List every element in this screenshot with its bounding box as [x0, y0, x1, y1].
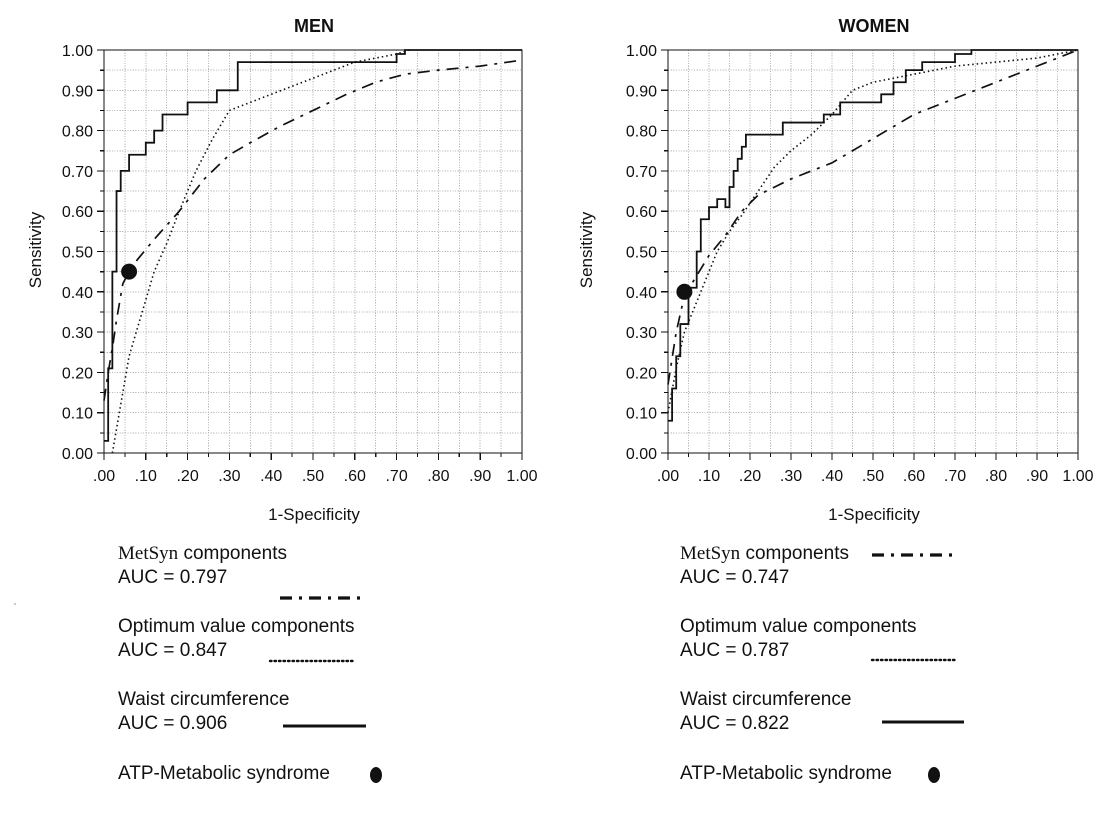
men-roc-chart: MEN 0.00 0.10 0.20 0.30 0.40 0.50 0.60 0.70 0.80 0…: [26, 16, 538, 784]
women-roc-chart: WOMEN 0.00 0.10 0.20 0.30 0.40 0.50 0.60 0.70 0.8…: [577, 16, 1094, 784]
women-y-tick-label: 0.70: [626, 164, 657, 181]
women-x-tick-label: .30: [780, 468, 802, 485]
men-y-tick-label: 0.40: [62, 285, 93, 302]
men-y-axis-label: Sensitivity: [26, 211, 45, 288]
men-y-tick-label: 0.10: [62, 406, 93, 423]
women-y-tick-label: 0.80: [626, 124, 657, 141]
women-y-tick-label: 0.50: [626, 245, 657, 262]
men-legend-metsyn-components-auc: AUC = 0.797: [118, 567, 227, 588]
women-legend-waist-circumference-auc: AUC = 0.822: [680, 713, 789, 734]
men-x-tick-label: .50: [302, 468, 324, 485]
women-y-tick-label: 0.00: [626, 446, 657, 463]
men-x-tick-label: .20: [176, 468, 198, 485]
women-x-tick-label: .40: [821, 468, 843, 485]
women-legend-metsyn-components-label: MetSyn components: [680, 543, 849, 564]
women-x-tick-label: .50: [862, 468, 884, 485]
men-x-tick-label: .80: [427, 468, 449, 485]
men-legend-optimum-value-components-label: Optimum value components: [118, 616, 355, 637]
men-series-optimum-value-components: [111, 49, 410, 454]
men-legend-atp-marker: [370, 767, 382, 783]
women-x-tick-label: .10: [698, 468, 720, 485]
women-y-tick-label: 0.90: [626, 83, 657, 100]
women-series-metsyn-components: [667, 49, 1079, 385]
women-legend-waist-circumference-label: Waist circumference: [680, 689, 851, 710]
women-x-tick-label: .80: [985, 468, 1007, 485]
men-x-tick-label: .40: [260, 468, 282, 485]
men-y-tick-label: 0.50: [62, 245, 93, 262]
men-series-waist-circumference: [104, 49, 522, 442]
men-legend-optimum-value-components-auc: AUC = 0.847: [118, 640, 227, 661]
scan-speck: [14, 603, 16, 605]
women-atp-metabolic-syndrome-marker: [676, 283, 693, 300]
women-legend-atp-metabolic-syndrome-label: ATP-Metabolic syndrome: [680, 763, 892, 784]
women-x-tick-label: 1.00: [1062, 468, 1093, 485]
women-chart-title: WOMEN: [839, 16, 910, 36]
women-x-tick-label: .90: [1026, 468, 1048, 485]
men-y-tick-label: 1.00: [62, 43, 93, 60]
men-y-tick-label: 0.20: [62, 365, 93, 382]
men-x-tick-label: .10: [135, 468, 157, 485]
women-legend-atp-marker: [928, 767, 940, 783]
women-legend-optimum-value-components-auc: AUC = 0.787: [680, 640, 789, 661]
women-x-tick-label: .00: [657, 468, 679, 485]
men-chart-title: MEN: [294, 16, 334, 36]
men-x-tick-label: .90: [469, 468, 491, 485]
women-y-tick-label: 0.20: [626, 365, 657, 382]
women-y-tick-label: 0.60: [626, 204, 657, 221]
men-x-tick-label: 1.00: [506, 468, 537, 485]
men-legend-waist-circumference-auc: AUC = 0.906: [118, 713, 227, 734]
women-y-axis-label: Sensitivity: [577, 211, 596, 288]
women-x-tick-label: .20: [739, 468, 761, 485]
men-y-tick-label: 0.30: [62, 325, 93, 342]
men-y-tick-label: 0.80: [62, 124, 93, 141]
women-y-tick-label: 0.30: [626, 325, 657, 342]
men-y-tick-label: 0.90: [62, 83, 93, 100]
women-x-tick-label: .70: [944, 468, 966, 485]
women-y-tick-label: 0.40: [626, 285, 657, 302]
women-legend-metsyn-components-auc: AUC = 0.747: [680, 567, 789, 588]
men-legend-atp-metabolic-syndrome-label: ATP-Metabolic syndrome: [118, 763, 330, 784]
men-x-tick-label: .30: [218, 468, 240, 485]
men-x-tick-label: .00: [93, 468, 115, 485]
men-x-tick-label: .60: [344, 468, 366, 485]
men-y-tick-label: 0.70: [62, 164, 93, 181]
men-legend-metsyn-components-label: MetSyn components: [118, 543, 287, 564]
women-y-tick-label: 0.10: [626, 406, 657, 423]
women-x-tick-label: .60: [903, 468, 925, 485]
men-y-tick-label: 0.60: [62, 204, 93, 221]
women-series-optimum-value-components: [667, 49, 1079, 413]
men-series-metsyn-components: [103, 59, 523, 401]
women-x-axis-label: 1-Specificity: [828, 505, 920, 524]
women-legend-optimum-value-components-label: Optimum value components: [680, 616, 917, 637]
women-y-tick-label: 1.00: [626, 43, 657, 60]
men-atp-metabolic-syndrome-marker: [121, 263, 138, 280]
men-legend-waist-circumference-label: Waist circumference: [118, 689, 289, 710]
men-y-tick-label: 0.00: [62, 446, 93, 463]
men-x-tick-label: .70: [385, 468, 407, 485]
men-x-axis-label: 1-Specificity: [268, 505, 360, 524]
